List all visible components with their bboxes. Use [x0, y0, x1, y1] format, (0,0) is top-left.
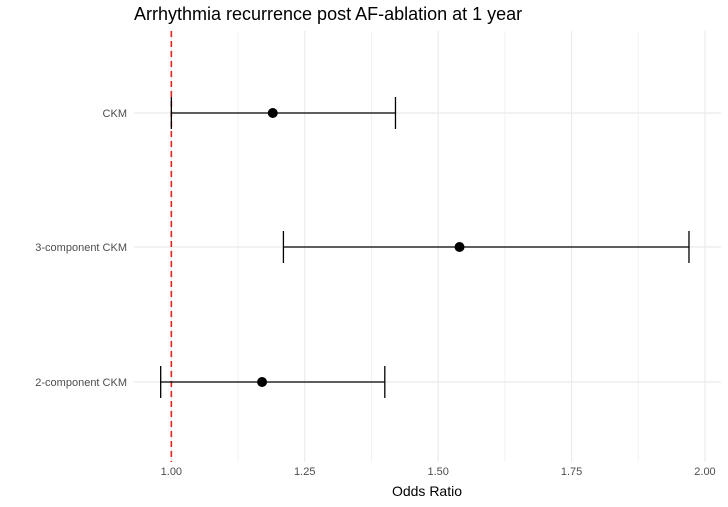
y-tick-label: 2-component CKM	[35, 377, 127, 389]
point-estimate	[454, 242, 465, 252]
tick-label-layer: CKM 3-component CKM 2-component CKM 1.00 1.2…	[35, 108, 715, 478]
y-tick-label: CKM	[103, 108, 127, 120]
x-tick-label: 1.50	[427, 466, 448, 478]
x-tick-label: 1.00	[161, 466, 182, 478]
x-tick-label: 1.25	[294, 466, 315, 478]
x-tick-label: 2.00	[694, 466, 715, 478]
point-estimate	[257, 377, 268, 387]
y-tick-label: 3-component CKM	[35, 242, 127, 254]
chart-title: Arrhythmia recurrence post AF-ablation a…	[134, 4, 522, 24]
point-estimate	[267, 108, 278, 118]
x-tick-label: 1.75	[561, 466, 582, 478]
marks-layer	[160, 97, 690, 398]
x-axis-title: Odds Ratio	[392, 483, 462, 499]
